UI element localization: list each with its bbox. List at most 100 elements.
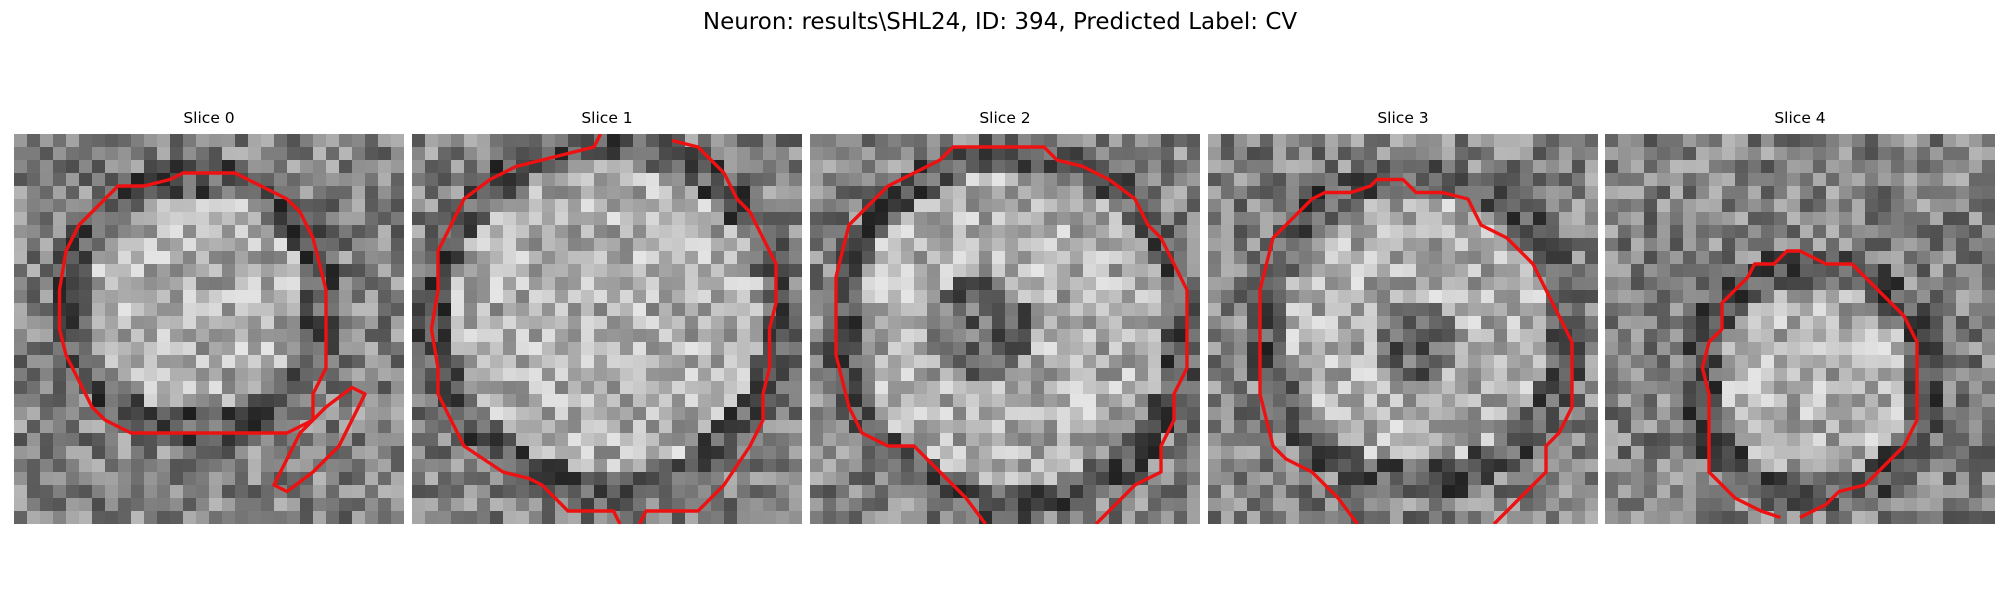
pixel [1761, 186, 1775, 200]
pixel [607, 342, 621, 356]
pixel [607, 472, 621, 486]
pixel [542, 186, 556, 200]
pixel [438, 511, 452, 524]
pixel [14, 433, 28, 447]
pixel [326, 472, 340, 486]
pixel [1533, 459, 1547, 473]
pixel [1208, 264, 1222, 278]
pixel [1351, 290, 1365, 304]
pixel [953, 225, 967, 239]
pixel [339, 459, 353, 473]
pixel [1312, 303, 1326, 317]
pixel [1722, 173, 1736, 187]
pixel [1969, 368, 1983, 382]
pixel [79, 264, 93, 278]
pixel [1572, 381, 1586, 395]
pixel [1390, 277, 1404, 291]
pixel [1416, 420, 1430, 434]
pixel [118, 290, 132, 304]
pixel [274, 355, 288, 369]
pixel [810, 199, 824, 213]
pixel [1468, 459, 1482, 473]
pixel [425, 238, 439, 252]
pixel [823, 394, 837, 408]
pixel [1221, 316, 1235, 330]
pixel [568, 459, 582, 473]
pixel [1670, 251, 1684, 265]
pixel [888, 446, 902, 460]
pixel [1917, 329, 1931, 343]
pixel [365, 459, 379, 473]
pixel [646, 407, 660, 421]
pixel [1481, 264, 1495, 278]
pixel [391, 147, 404, 161]
pixel [1839, 134, 1853, 148]
pixel [1956, 420, 1970, 434]
pixel [1709, 420, 1723, 434]
pixel [425, 381, 439, 395]
pixel [581, 160, 595, 174]
pixel [1070, 238, 1084, 252]
pixel [836, 342, 850, 356]
pixel [1031, 420, 1045, 434]
pixel [451, 511, 465, 524]
pixel [1247, 355, 1261, 369]
pixel [1852, 316, 1866, 330]
pixel [1364, 446, 1378, 460]
pixel [620, 316, 634, 330]
pixel [940, 134, 954, 148]
pixel [1917, 459, 1931, 473]
pixel [789, 290, 802, 304]
pixel [1109, 355, 1123, 369]
pixel [953, 199, 967, 213]
pixel [1670, 472, 1684, 486]
pixel [53, 485, 67, 499]
pixel [1070, 446, 1084, 460]
pixel [1364, 134, 1378, 148]
pixel [1520, 511, 1534, 524]
pixel [568, 316, 582, 330]
pixel [1429, 420, 1443, 434]
pixel [1709, 407, 1723, 421]
pixel [1943, 381, 1957, 395]
pixel [1273, 199, 1287, 213]
pixel [810, 251, 824, 265]
pixel [953, 277, 967, 291]
pixel [1070, 134, 1084, 148]
pixel [1148, 199, 1162, 213]
pixel [672, 368, 686, 382]
pixel [170, 147, 184, 161]
pixel [1722, 329, 1736, 343]
pixel [1585, 147, 1598, 161]
pixel [1969, 264, 1983, 278]
pixel [1325, 511, 1339, 524]
pixel [425, 134, 439, 148]
pixel [222, 342, 236, 356]
pixel [1969, 355, 1983, 369]
pixel [1312, 277, 1326, 291]
pixel [300, 407, 314, 421]
pixel [14, 420, 28, 434]
pixel [737, 303, 751, 317]
pixel [1273, 160, 1287, 174]
pixel [1891, 277, 1905, 291]
pixel [1761, 303, 1775, 317]
pixel [1221, 173, 1235, 187]
pixel [711, 199, 725, 213]
pixel [1585, 134, 1598, 148]
pixel [1325, 472, 1339, 486]
pixel [1774, 277, 1788, 291]
pixel [836, 173, 850, 187]
pixel [750, 199, 764, 213]
pixel [248, 472, 262, 486]
pixel [1234, 368, 1248, 382]
pixel [1122, 329, 1136, 343]
pixel [79, 199, 93, 213]
pixel [1208, 420, 1222, 434]
pixel [875, 173, 889, 187]
pixel [66, 394, 80, 408]
pixel [607, 329, 621, 343]
pixel [451, 459, 465, 473]
pixel [464, 368, 478, 382]
pixel [144, 511, 158, 524]
